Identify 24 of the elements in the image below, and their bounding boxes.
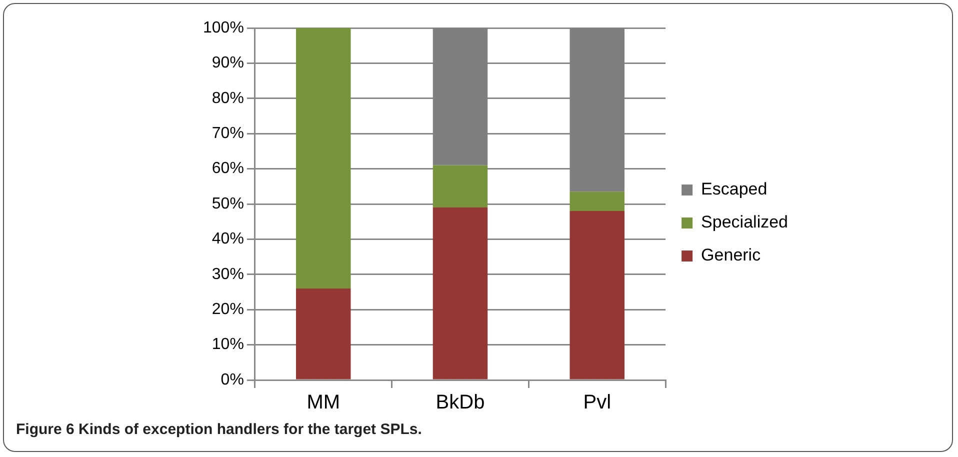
y-tick-label: 90% (212, 54, 244, 72)
y-tick-label: 0% (220, 371, 244, 388)
y-tick-label: 80% (212, 90, 244, 107)
bar (432, 208, 488, 380)
x-tick-label: BkDb (436, 392, 485, 414)
bar (570, 192, 624, 212)
bar (570, 211, 624, 380)
text: Figure 6 Kinds of exception handlers for the target SPLs. (16, 421, 422, 438)
y-tick-label: 40% (212, 230, 244, 248)
y-tick-label: 50% (212, 195, 244, 212)
bar (296, 288, 351, 380)
y-tick-label: 100% (203, 19, 244, 36)
y-tick-label: 70% (212, 125, 244, 142)
y-tick-label: 30% (212, 266, 244, 283)
y-tick-label: 60% (212, 160, 244, 178)
legend-label: Specialized (701, 212, 788, 232)
x-tick-label: Pvl (583, 392, 612, 414)
bar (296, 28, 351, 288)
bar (432, 165, 488, 208)
legend-label: Escaped (701, 180, 768, 199)
x-tick-label: MM (306, 392, 340, 414)
legend-label: Generic (701, 246, 762, 265)
y-tick-label: 20% (212, 301, 244, 318)
y-tick-label: 10% (212, 336, 244, 354)
